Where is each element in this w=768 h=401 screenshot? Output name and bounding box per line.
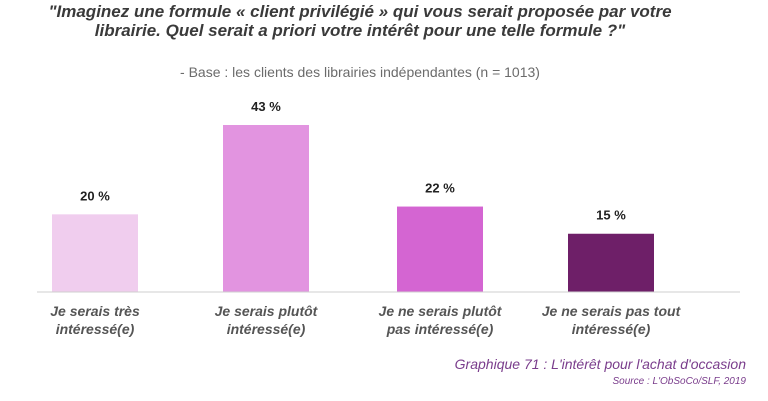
data-label-2: 43 % [251,99,281,114]
data-label-3: 22 % [425,181,455,196]
bar-chart: 20 % Je serais très intéressé(e) 43 % Je ser… [37,99,740,337]
category-label-3: Je ne serais plutôt pas intéressé(e) [379,303,503,337]
category-label-4: Je ne serais pas tout intéressé(e) [542,303,682,337]
category-label-2: Je serais plutôt intéressé(e) [215,303,319,337]
category-label-1: Je serais très intéressé(e) [50,303,140,337]
bar-2 [223,125,309,292]
bar-1 [52,214,138,292]
data-label-4: 15 % [596,208,626,223]
bar-4 [568,233,654,292]
figure-source: Source : L'ObSoCo/SLF, 2019 [612,376,746,387]
chart-subtitle: - Base : les clients des librairies indé… [180,64,540,80]
chart-title: "Imaginez une formule « client privilégi… [48,2,672,40]
bar-3 [397,206,483,292]
figure-caption: Graphique 71 : L'intérêt pour l'achat d'… [454,356,746,372]
data-label-1: 20 % [80,188,110,203]
